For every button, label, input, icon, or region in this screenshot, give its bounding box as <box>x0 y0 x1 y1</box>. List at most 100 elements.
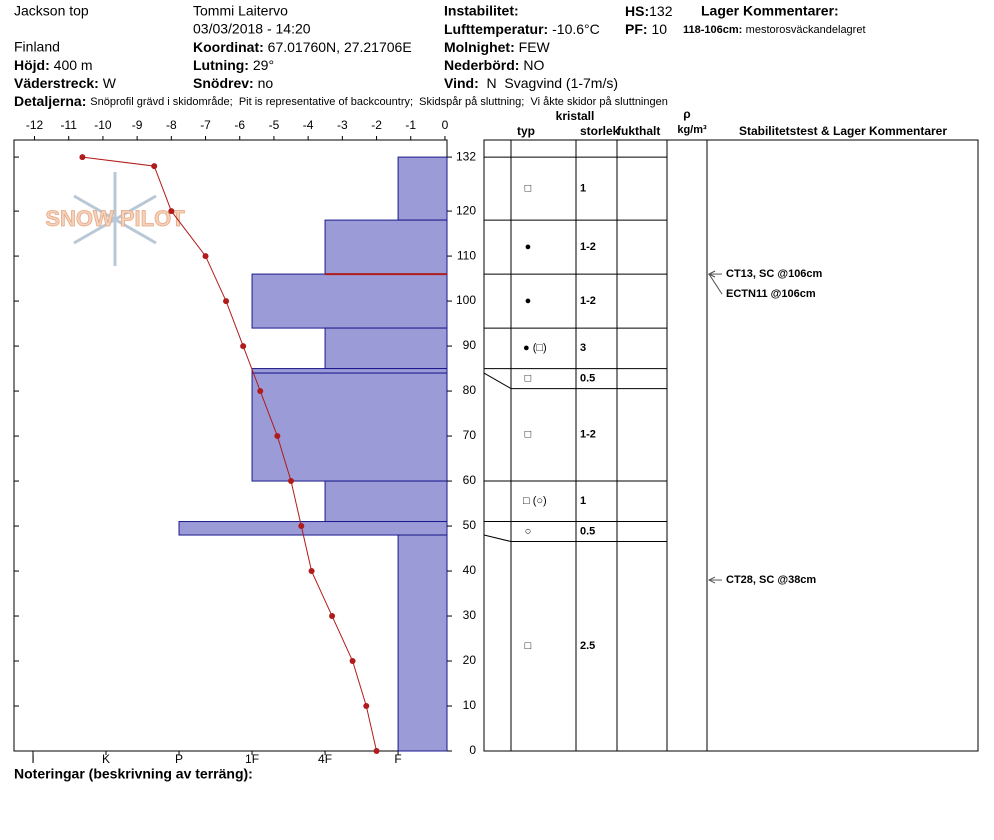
air-temperature: Lufttemperatur: -10.6°C <box>444 21 600 37</box>
col-comments: Stabilitetstest & Lager Kommentarer <box>739 124 947 138</box>
location: Jackson top <box>14 3 89 19</box>
hardness-tick-label: F <box>394 752 401 766</box>
hardness-bar <box>397 156 448 221</box>
test-label: CT13, SC @106cm <box>726 268 823 280</box>
test-arrowhead <box>707 270 716 278</box>
x-tick-label: -9 <box>132 118 143 132</box>
temperature-point <box>257 388 264 395</box>
y-tick-label: 70 <box>463 428 477 442</box>
coordinates: Koordinat: 67.01760N, 27.21706E <box>193 39 412 55</box>
col-size: storlek <box>580 124 620 138</box>
value: -10.6°C <box>552 21 600 37</box>
label: Höjd: <box>14 57 50 73</box>
col-density-symbol: ρ <box>683 107 690 121</box>
table-columns <box>510 140 708 751</box>
text: Snöprofil grävd i skidområde; Pit is rep… <box>90 96 668 108</box>
temperature-point <box>373 748 380 754</box>
x-tick-label: -2 <box>371 118 382 132</box>
y-tick-label: 120 <box>456 203 476 217</box>
grain-type: ○ <box>525 525 532 537</box>
y-tick-label: 90 <box>463 338 477 352</box>
x-tick-label: -11 <box>60 118 77 132</box>
test-arrowhead <box>707 576 716 584</box>
text: mestorosväckandelagret <box>746 24 866 36</box>
temperature-point <box>202 253 209 260</box>
temperature-point <box>329 613 336 620</box>
hs: HS:132 <box>625 3 673 19</box>
y-tick-label: 132 <box>456 149 476 163</box>
value: 400 m <box>54 57 93 73</box>
grain-size: 1 <box>580 182 586 194</box>
label: Snödrev: <box>193 75 254 91</box>
hardness-bar <box>324 480 448 523</box>
grain-type: ● <box>525 295 532 307</box>
temperature-point <box>274 433 281 440</box>
y-tick-label: 110 <box>457 248 476 262</box>
x-tick-label: -12 <box>26 118 44 132</box>
y-tick-label: 100 <box>456 293 476 307</box>
instability: Instabilitet: <box>444 3 519 19</box>
label: Molnighet: <box>444 39 515 55</box>
wind: Vind: N Svagvind (1-7m/s) <box>444 75 618 91</box>
grain-type: □ <box>525 640 532 652</box>
y-tick-label: 60 <box>463 473 477 487</box>
col-density-unit: kg/m³ <box>677 124 707 136</box>
temperature-point <box>223 298 230 305</box>
y-tick-label: 80 <box>463 383 477 397</box>
col-moisture: fukthalt <box>617 124 660 138</box>
hardness-bar <box>251 372 448 482</box>
elevation: Höjd: 400 m <box>14 57 93 73</box>
hardness-bar <box>397 534 448 752</box>
hardness-bar <box>324 219 448 275</box>
x-tick-label: -10 <box>94 118 112 132</box>
row-connector <box>483 372 512 389</box>
pf: PF: 10 <box>625 21 667 37</box>
grain-type: □ <box>525 429 532 441</box>
temperature-point <box>298 523 305 530</box>
hardness-bar <box>324 327 448 370</box>
value: FEW <box>519 39 551 55</box>
y-tick-label: 40 <box>463 563 477 577</box>
test-label: CT28, SC @38cm <box>726 574 816 586</box>
datetime: 03/03/2018 - 14:20 <box>193 21 311 37</box>
x-tick-label: -3 <box>337 118 348 132</box>
label: HS: <box>625 3 649 19</box>
grain-size: 1-2 <box>580 241 596 253</box>
y-tick-label: 30 <box>463 608 477 622</box>
logo <box>73 172 157 266</box>
country: Finland <box>14 39 60 55</box>
test-arrow <box>708 273 723 295</box>
value: 67.01760N, 27.21706E <box>268 39 412 55</box>
hardness-tick-label: 1F <box>245 752 259 766</box>
x-tick-label: -1 <box>405 118 416 132</box>
label: Lufttemperatur: <box>444 21 548 37</box>
value: NO <box>523 57 544 73</box>
temperature-point <box>240 343 247 350</box>
temperature-point <box>363 703 370 710</box>
y-tick-label: 10 <box>463 698 477 712</box>
hardness-tick-label: 4F <box>318 752 332 766</box>
layer-comment: 118-106cm: mestorosväckandelagret <box>683 22 866 36</box>
col-type: typ <box>517 124 535 138</box>
col-crystal: kristall <box>556 109 595 123</box>
hardness-tick-label: K <box>102 752 110 766</box>
aspect: Väderstreck: W <box>14 75 117 91</box>
label: Koordinat: <box>193 39 264 55</box>
y-tick-label: 20 <box>463 653 477 667</box>
logo-text: SNOW PILOT <box>45 206 185 231</box>
value: N Svagvind (1-7m/s) <box>487 75 618 91</box>
temperature-point <box>288 478 295 485</box>
y-tick-label: 0 <box>469 743 476 757</box>
grain-type: □ <box>525 182 532 194</box>
hardness-tick-label: P <box>175 752 183 766</box>
label: Detaljerna: <box>14 93 86 109</box>
grain-size: 0.5 <box>580 372 595 384</box>
temperature-point <box>151 163 158 170</box>
grain-type: ● (□) <box>523 342 547 354</box>
table-frame <box>483 139 979 752</box>
layer-comments-label: Lager Kommentarer: <box>701 3 839 19</box>
range: 118-106cm: <box>683 24 742 36</box>
label: Lutning: <box>193 57 249 73</box>
grain-size: 1-2 <box>580 295 596 307</box>
